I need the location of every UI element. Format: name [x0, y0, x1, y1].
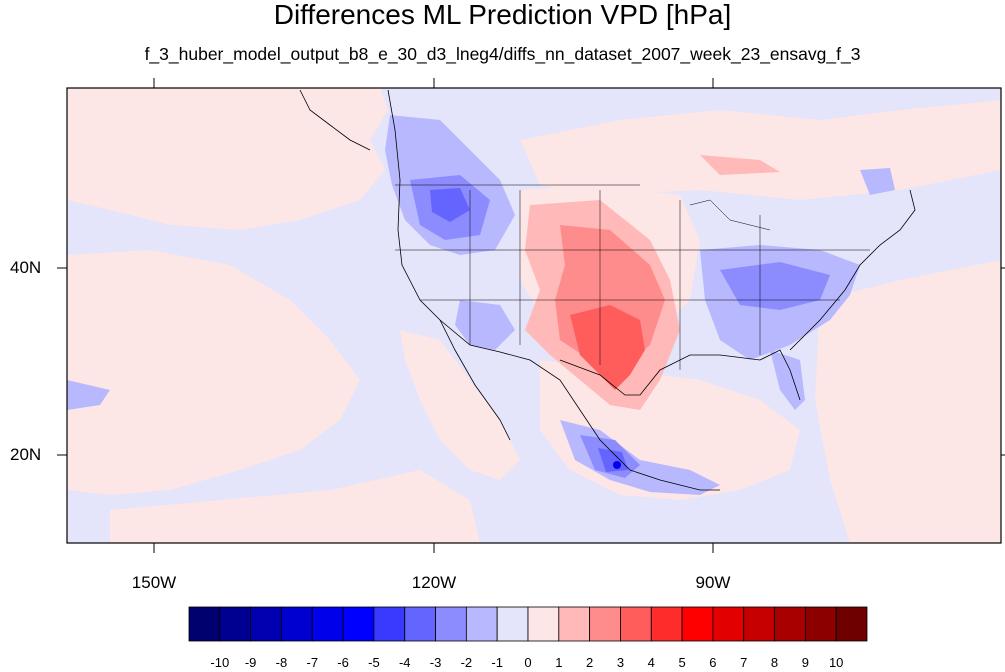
colorbar-box — [589, 606, 621, 642]
colorbar-tick-label: 10 — [828, 655, 844, 670]
colorbar-box — [743, 606, 775, 642]
colorbar-box — [404, 606, 436, 642]
extreme-negative-regions — [613, 461, 621, 469]
map-title: Differences ML Prediction VPD [hPa] — [273, 0, 732, 30]
alaska-panhandle-outline — [299, 89, 371, 151]
colorbar-tick-label: -9 — [244, 655, 257, 670]
colorbar-box — [435, 606, 467, 642]
colorbar-tick-label: -5 — [368, 655, 380, 670]
colorbar-tick-label: 5 — [678, 655, 686, 670]
blue-peak-mexico — [613, 461, 621, 469]
coastline — [299, 89, 916, 491]
pink-region-baja — [400, 330, 520, 480]
colorbar-tick-label: 4 — [647, 655, 655, 670]
east-coast-outline — [789, 189, 916, 351]
colorbar-tick-label: -3 — [429, 655, 442, 670]
red-region-canada-east — [700, 155, 780, 175]
red-deep-texas — [570, 305, 645, 390]
colorbar-box — [281, 606, 313, 642]
gulf-coast-outline — [559, 349, 801, 401]
blue-region-pacific-west — [67, 380, 110, 410]
colorbar-tick-label: -1 — [491, 655, 503, 670]
pink-region-pacific-mid — [67, 250, 360, 495]
colorbar-tick-label: 7 — [740, 655, 748, 670]
strong-positive-regions — [570, 305, 645, 390]
colorbar-box — [650, 606, 683, 642]
plot-frame — [66, 87, 1002, 544]
axis-ticks — [57, 78, 1005, 553]
blue-core-east — [720, 262, 830, 310]
colorbar-tick-label: 6 — [709, 655, 717, 670]
lat-label-40n: 40N — [10, 258, 42, 277]
blue-deep-northwest — [430, 188, 470, 222]
colorbar-box — [219, 606, 252, 642]
blue-region-canada-east — [860, 168, 895, 195]
map-subtitle: f_3_huber_model_output_b8_e_30_d3_lneg4/… — [144, 44, 861, 64]
colorbar-box — [342, 606, 375, 642]
colorbar-box — [465, 606, 498, 642]
great-lakes-outline — [689, 199, 771, 231]
colorbar-tick-label: 2 — [586, 655, 594, 670]
colorbar-box — [681, 606, 714, 642]
pink-region-atlantic — [815, 260, 1001, 543]
colorbar-box — [188, 606, 221, 642]
west-coast-outline — [387, 89, 720, 491]
colorbar-tick-label: 8 — [770, 655, 779, 670]
colorbar-box — [620, 606, 652, 642]
colorbar-tick-label: 9 — [801, 655, 809, 670]
colorbar-tick-label: 1 — [555, 655, 563, 670]
pink-region-pacific-north — [67, 88, 388, 230]
colorbar-tick-label: 3 — [616, 655, 625, 670]
colorbar-box — [527, 606, 560, 642]
colorbar-tick-label: -6 — [337, 655, 349, 670]
colorbar-box — [804, 606, 837, 642]
colorbar-box — [311, 606, 344, 642]
difference-field — [67, 88, 1001, 543]
state-borders — [395, 184, 870, 370]
colorbar-box — [250, 606, 282, 642]
colorbar-box — [712, 606, 745, 642]
colorbar-tick-label: -4 — [398, 655, 411, 670]
colorbar-box — [558, 606, 591, 642]
colorbar-tick-label: -10 — [210, 655, 230, 670]
colorbar-box — [835, 606, 868, 642]
blue-region-florida — [770, 350, 805, 410]
colorbar-box — [496, 606, 529, 642]
lon-label-150w: 150W — [131, 573, 177, 592]
lon-label-120w: 120W — [411, 573, 457, 592]
colorbar-box — [774, 606, 806, 642]
pink-region-pacific-south — [110, 470, 480, 543]
colorbar-tick-label: -2 — [460, 655, 473, 670]
colorbar-box — [373, 606, 406, 642]
colorbar-tick-label: -7 — [306, 655, 319, 670]
colorbar-tick-label: 0 — [524, 655, 532, 670]
lon-label-90w: 90W — [695, 573, 731, 592]
lat-label-20n: 20N — [10, 445, 42, 464]
baja-outline — [439, 319, 511, 441]
colorbar-tick-label: -8 — [275, 655, 288, 670]
colorbar — [188, 606, 868, 642]
